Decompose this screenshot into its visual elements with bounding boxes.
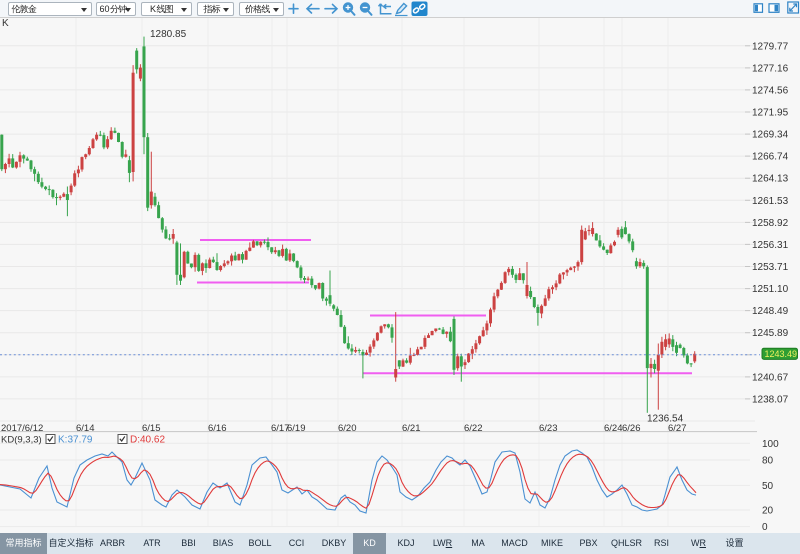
svg-text:1261.53: 1261.53 [752, 196, 789, 207]
svg-text:1274.56: 1274.56 [752, 85, 789, 96]
svg-text:1264.13: 1264.13 [752, 174, 789, 185]
svg-text:1251.10: 1251.10 [752, 284, 789, 295]
svg-text:K: K [2, 18, 9, 29]
svg-text:6/24: 6/24 [604, 423, 623, 434]
svg-text:6/15: 6/15 [142, 423, 161, 434]
svg-text:80: 80 [762, 456, 774, 467]
svg-text:6/14: 6/14 [76, 423, 95, 434]
svg-text:6/27: 6/27 [668, 423, 687, 434]
svg-text:D:40.62: D:40.62 [130, 435, 165, 446]
svg-text:20: 20 [762, 506, 774, 517]
svg-text:60: 60 [100, 4, 110, 14]
svg-text:1280.85: 1280.85 [150, 29, 187, 40]
svg-text:1245.89: 1245.89 [752, 328, 789, 339]
svg-text:6/16: 6/16 [208, 423, 227, 434]
svg-text:6/20: 6/20 [338, 423, 357, 434]
svg-text:1256.31: 1256.31 [752, 240, 789, 251]
svg-text:K: K [150, 4, 156, 14]
svg-text:1236.54: 1236.54 [647, 414, 684, 425]
svg-text:1238.07: 1238.07 [752, 394, 789, 405]
svg-text:1266.74: 1266.74 [752, 152, 789, 163]
svg-text:K:37.79: K:37.79 [58, 435, 93, 446]
svg-text:1277.16: 1277.16 [752, 63, 789, 74]
svg-text:6/19: 6/19 [287, 423, 306, 434]
svg-text:0: 0 [762, 522, 768, 533]
svg-text:6/26: 6/26 [622, 423, 641, 434]
svg-text:KD(9,3,3): KD(9,3,3) [1, 435, 42, 446]
svg-text:1253.71: 1253.71 [752, 262, 789, 273]
svg-text:1248.49: 1248.49 [752, 306, 789, 317]
svg-text:6/23: 6/23 [539, 423, 558, 434]
svg-text:1243.49: 1243.49 [765, 349, 798, 359]
svg-text:6/22: 6/22 [464, 423, 483, 434]
svg-text:1240.67: 1240.67 [752, 372, 789, 383]
svg-text:6/21: 6/21 [402, 423, 421, 434]
svg-text:1269.34: 1269.34 [752, 130, 789, 141]
svg-text:1258.92: 1258.92 [752, 218, 789, 229]
svg-text:1271.95: 1271.95 [752, 108, 789, 119]
svg-text:100: 100 [762, 439, 779, 450]
svg-text:1279.77: 1279.77 [752, 41, 789, 52]
svg-text:50: 50 [762, 481, 774, 492]
svg-text:6/17: 6/17 [271, 423, 290, 434]
svg-text:2017/6/12: 2017/6/12 [1, 423, 43, 434]
